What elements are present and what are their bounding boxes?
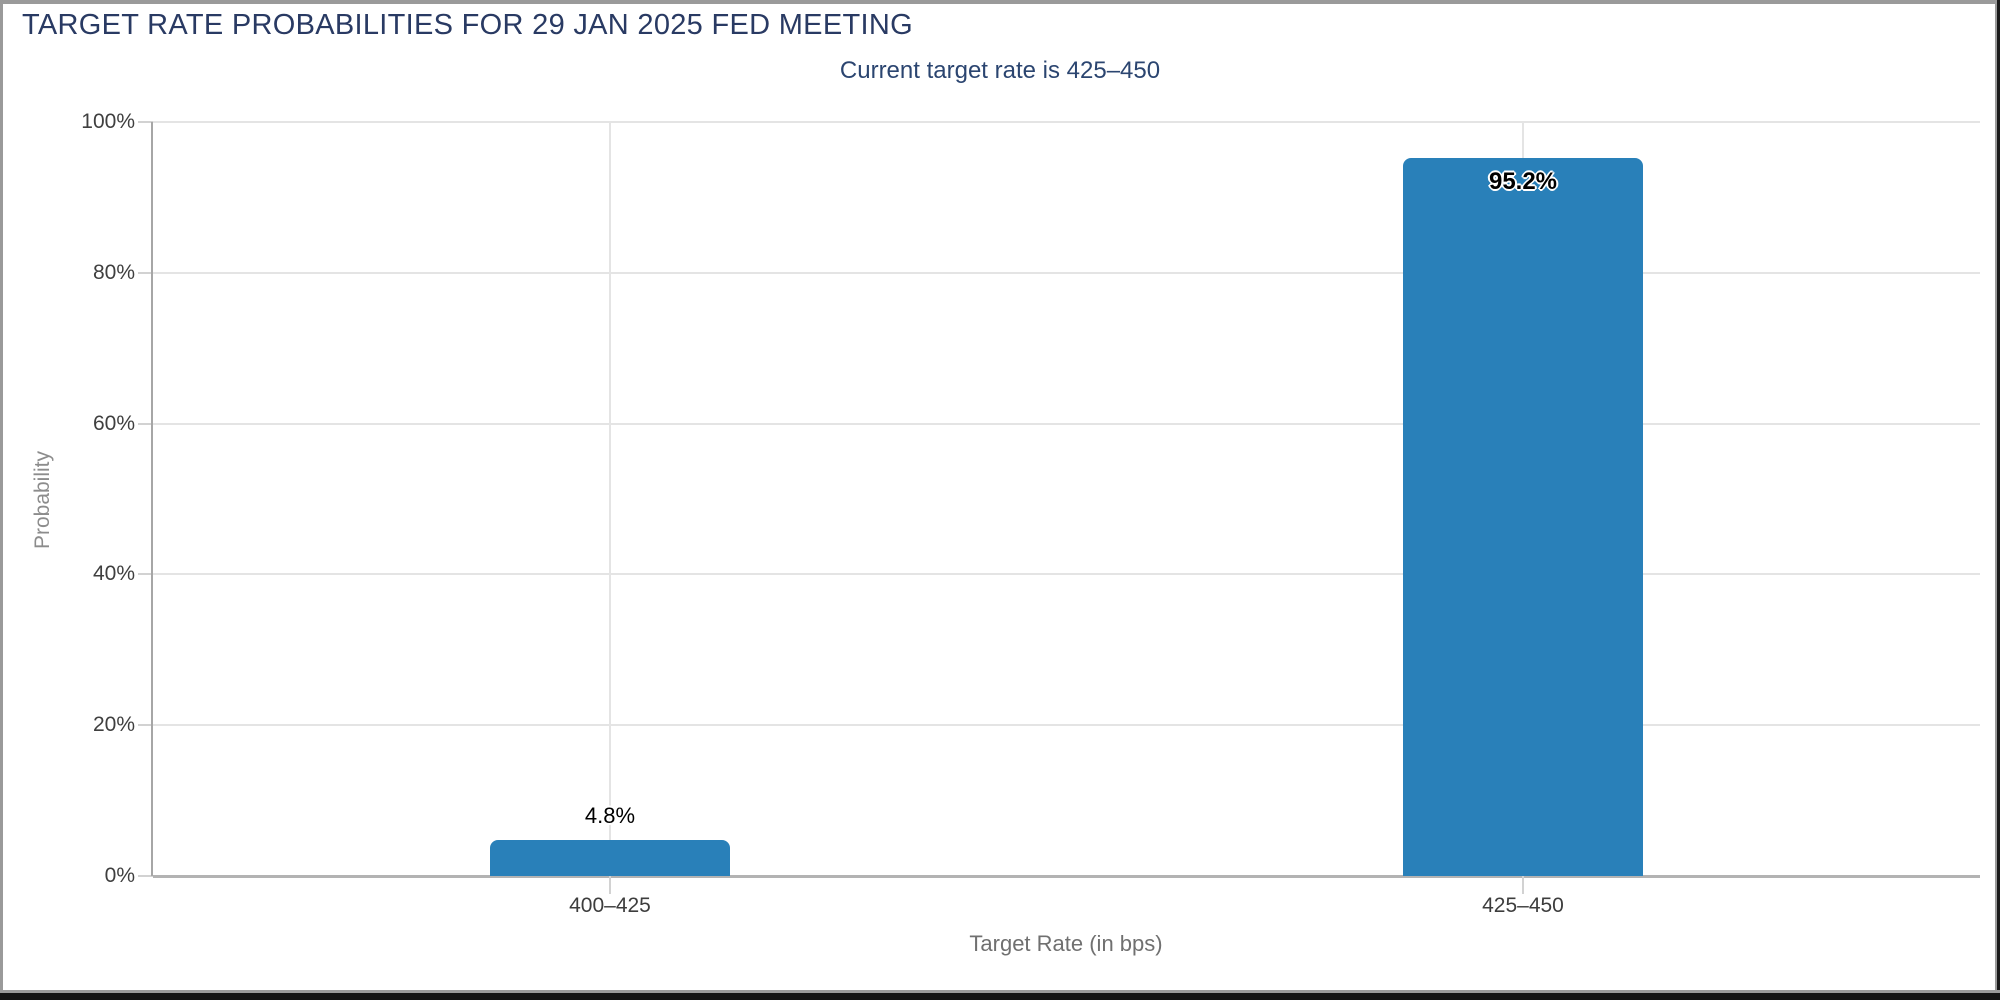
y-axis-line	[151, 122, 153, 876]
bar-1[interactable]	[1403, 158, 1643, 876]
y-tick-label-40: 40%	[92, 562, 135, 585]
y-tick-80	[138, 272, 153, 274]
x-axis-title: Target Rate (in bps)	[969, 931, 1163, 956]
window-border-bottom-outer	[0, 993, 2000, 1000]
y-tick-40	[138, 573, 153, 575]
y-gridline-80	[153, 272, 1980, 274]
y-gridline-60	[153, 423, 1980, 425]
x-category-label-1: 425–450	[1482, 894, 1564, 917]
window-border-right-outer	[1997, 0, 2000, 1000]
y-tick-0	[138, 875, 153, 877]
bar-0[interactable]	[490, 840, 730, 876]
window-border-left	[0, 0, 3, 993]
x-tick-0	[609, 876, 611, 894]
window-border-top	[0, 0, 2000, 4]
y-tick-60	[138, 423, 153, 425]
y-tick-label-20: 20%	[92, 713, 135, 736]
y-axis-title: Probability	[31, 450, 54, 550]
y-gridline-40	[153, 573, 1980, 575]
y-tick-100	[138, 121, 153, 123]
y-tick-label-80: 80%	[92, 261, 135, 284]
y-tick-label-100: 100%	[81, 110, 135, 133]
bar-value-label-0: 4.8%	[584, 803, 636, 828]
bar-value-label-1: 95.2%	[1488, 168, 1558, 195]
chart-subtitle: Current target rate is 425–450	[839, 57, 1161, 84]
y-gridline-100	[153, 121, 1980, 123]
y-tick-label-60: 60%	[92, 412, 135, 435]
window-border-bottom	[0, 990, 2000, 993]
x-tick-1	[1522, 876, 1524, 894]
window-border-right	[1995, 0, 1997, 993]
y-tick-label-0: 0%	[104, 864, 135, 887]
x-category-label-0: 400–425	[569, 894, 651, 917]
chart-title: TARGET RATE PROBABILITIES FOR 29 JAN 202…	[22, 9, 913, 41]
y-tick-20	[138, 724, 153, 726]
y-gridline-20	[153, 724, 1980, 726]
x-gridline-0	[609, 122, 611, 876]
x-axis-line	[153, 875, 1980, 878]
